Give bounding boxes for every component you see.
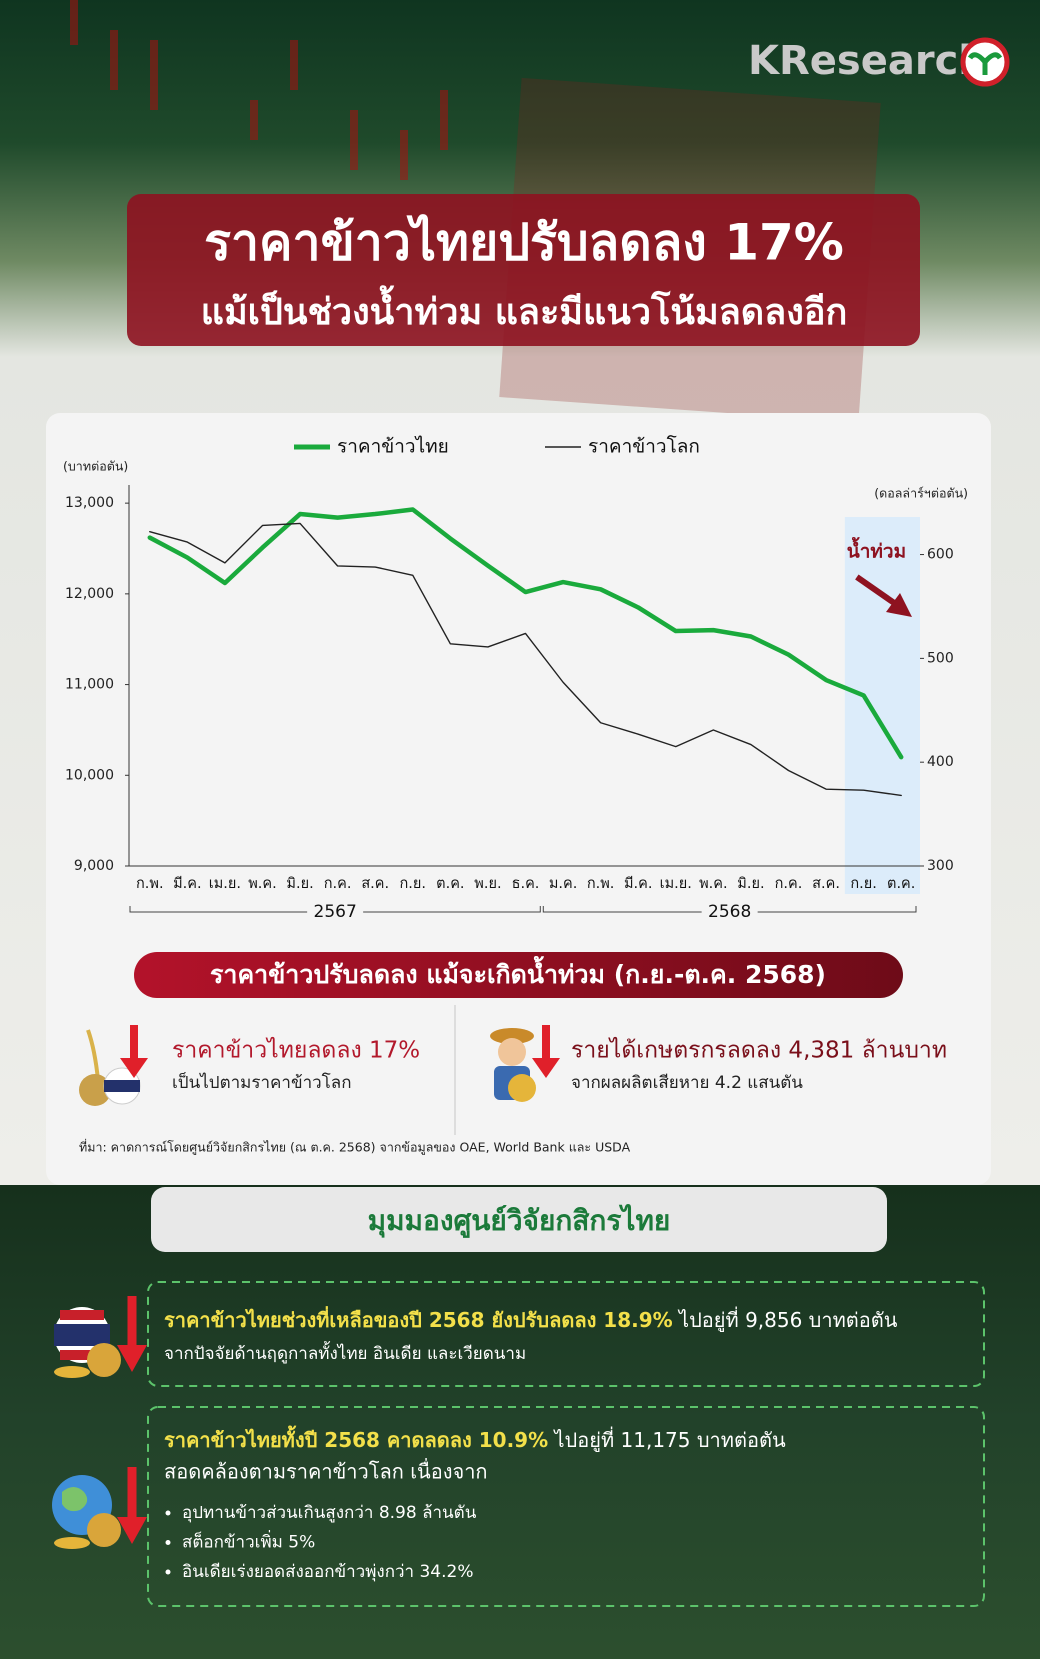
y-tick-label: 9,000: [74, 858, 114, 874]
bullet-text: อินเดียเร่งยอดส่งออกข้าวพุ่งกว่า 34.2%: [182, 1562, 474, 1582]
x-tick-label: ส.ค.: [361, 876, 389, 892]
x-tick-label: มี.ค.: [624, 875, 652, 892]
summary-banner-text: ราคาข้าวปรับลดลง แม้จะเกิดน้ำท่วม (ก.ย.-…: [210, 955, 826, 989]
y2-tick-label: 400: [927, 754, 954, 770]
bullet-dot: [165, 1540, 171, 1545]
series-line: [147, 507, 904, 760]
y-tick-label: 10,000: [65, 767, 114, 783]
x-tick-label: พ.ค.: [248, 876, 276, 892]
y-tick-label: 11,000: [65, 677, 114, 693]
year-bracket: [129, 906, 541, 913]
flood-arrow: [855, 574, 902, 610]
x-tick-label: มิ.ย.: [737, 876, 764, 892]
x-tick-label: ก.พ.: [136, 876, 164, 892]
x-tick-label: ก.ค.: [324, 876, 352, 892]
x-tick-label: เม.ย.: [660, 876, 692, 892]
outlook-tab: [151, 1187, 887, 1252]
year-bracket: [542, 906, 917, 913]
title: ราคาข้าวไทยปรับลดลง 17%: [204, 214, 844, 272]
bullet-text: อุปทานข้าวส่วนเกินสูงกว่า 8.98 ล้านตัน: [182, 1503, 477, 1523]
outlook-rest: ไปอยู่ที่ 11,175 บาทต่อตัน: [548, 1426, 786, 1453]
legend-label: ราคาข้าวไทย: [337, 436, 449, 458]
subtitle: แม้เป็นช่วงน้ำท่วม และมีแนวโน้มลดลงอีก: [201, 285, 848, 333]
y-tick-label: 13,000: [65, 495, 114, 511]
x-tick-label: ม.ค.: [549, 876, 577, 892]
x-tick-label: ธ.ค.: [512, 876, 540, 892]
x-tick-label: ก.ย.: [850, 876, 877, 892]
year-label: 2567: [314, 902, 357, 922]
legend-label: ราคาข้าวโลก: [588, 435, 700, 458]
decor-candles: [70, 0, 448, 180]
x-tick-label: ต.ค.: [436, 876, 464, 892]
bullet-dot: [165, 1510, 171, 1516]
bullet-dot: [165, 1569, 171, 1575]
logo-leaf: [967, 52, 1003, 75]
source-note: ที่มา: คาดการณ์โดยศูนย์วิจัยกสิกรไทย (ณ …: [79, 1139, 631, 1156]
outlook-rest: ไปอยู่ที่ 9,856 บาทต่อตัน: [673, 1306, 898, 1333]
x-tick-label: มิ.ย.: [286, 876, 313, 892]
outlook-box: [147, 1281, 985, 1387]
icon-farmer: [490, 1025, 560, 1102]
y2-axis-title: (ดอลล่าร์ฯต่อตัน): [874, 486, 968, 501]
x-tick-label: เม.ย.: [209, 876, 241, 892]
outlook-box: [147, 1406, 985, 1607]
bullet-list: อุปทานข้าวส่วนเกินสูงกว่า 8.98 ล้านตันสต…: [165, 1503, 477, 1582]
flood-label: น้ำท่วม: [847, 537, 906, 563]
x-tick-label: พ.ค.: [699, 876, 727, 892]
x-tick-label: พ.ย.: [474, 876, 501, 892]
x-tick-label: ก.ย.: [400, 876, 427, 892]
title-box: [127, 194, 920, 346]
summary-headline: รายได้เกษตรกรลดลง 4,381 ล้านบาท: [571, 1037, 947, 1064]
year-label: 2568: [708, 902, 751, 922]
bottom-background: [0, 1185, 1040, 1659]
summary-banner: [134, 952, 903, 998]
flood-band: [844, 517, 920, 894]
icon-rice: [79, 1025, 148, 1106]
chart: น้ำท่วม (บาทต่อตัน) (ดอลล่าร์ฯต่อตัน) 9,000…: [63, 435, 968, 923]
outlook-detail: จากปัจจัยด้านฤดูกาลทั้งไทย อินเดีย และเว…: [164, 1341, 526, 1364]
y2-tick-label: 600: [927, 547, 954, 563]
x-tick-label: ก.ค.: [775, 876, 803, 892]
series-line: [149, 522, 902, 797]
x-tick-label: ต.ค.: [887, 876, 915, 892]
outlook-highlight: ราคาข้าวไทยทั้งปี 2568 คาดลดลง 10.9%: [164, 1425, 548, 1452]
x-tick-label: ก.พ.: [587, 876, 615, 892]
bullet-text: สต็อกข้าวเพิ่ม 5%: [182, 1530, 315, 1553]
flood-arrowhead: [886, 593, 912, 617]
icon-thai: [54, 1296, 147, 1378]
logo: KResearch: [748, 38, 987, 84]
outlook-title: มุมมองศูนย์วิจัยกสิกรไทย: [368, 1204, 671, 1238]
outlook-detail: สอดคล้องตามราคาข้าวโลก เนื่องจาก: [164, 1458, 488, 1484]
outlook-highlight: ราคาข้าวไทยช่วงที่เหลือของปี 2568 ยังปรั…: [164, 1305, 673, 1332]
y-tick-label: 12,000: [65, 586, 114, 602]
x-tick-label: ส.ค.: [812, 876, 840, 892]
outlook-point: ราคาข้าวไทยช่วงที่เหลือของปี 2568 ยังปรั…: [164, 1305, 898, 1333]
y-axis-title: (บาทต่อตัน): [63, 459, 128, 474]
y2-tick-label: 500: [927, 650, 954, 666]
summary-headline: ราคาข้าวไทยลดลง 17%: [172, 1037, 420, 1064]
y2-tick-label: 300: [927, 858, 954, 874]
icon-globe: [52, 1467, 147, 1549]
summary-detail: จากผลผลิตเสียหาย 4.2 แสนตัน: [571, 1073, 803, 1093]
x-tick-label: มี.ค.: [173, 875, 201, 892]
outlook-point: ราคาข้าวไทยทั้งปี 2568 คาดลดลง 10.9% ไปอ…: [164, 1425, 786, 1453]
summary-detail: เป็นไปตามราคาข้าวโลก: [172, 1071, 352, 1093]
